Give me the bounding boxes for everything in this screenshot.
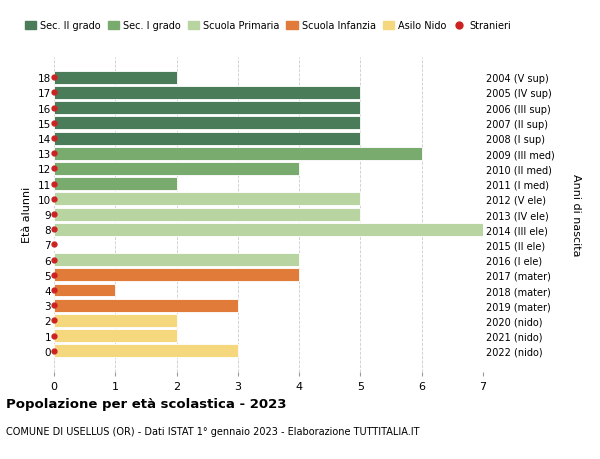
Bar: [54, 117, 361, 130]
Bar: [54, 223, 483, 236]
Bar: [54, 193, 361, 206]
Y-axis label: Età alunni: Età alunni: [22, 186, 32, 243]
Bar: [54, 178, 176, 190]
Bar: [54, 254, 299, 267]
Bar: [54, 269, 299, 282]
Legend: Sec. II grado, Sec. I grado, Scuola Primaria, Scuola Infanzia, Asilo Nido, Stran: Sec. II grado, Sec. I grado, Scuola Prim…: [25, 22, 511, 31]
Text: COMUNE DI USELLUS (OR) - Dati ISTAT 1° gennaio 2023 - Elaborazione TUTTITALIA.IT: COMUNE DI USELLUS (OR) - Dati ISTAT 1° g…: [6, 426, 419, 436]
Bar: [54, 147, 422, 160]
Bar: [54, 299, 238, 312]
Y-axis label: Anni di nascita: Anni di nascita: [571, 174, 581, 256]
Bar: [54, 314, 176, 327]
Bar: [54, 102, 361, 115]
Bar: [54, 284, 115, 297]
Bar: [54, 132, 361, 145]
Bar: [54, 208, 361, 221]
Bar: [54, 87, 361, 100]
Text: Popolazione per età scolastica - 2023: Popolazione per età scolastica - 2023: [6, 397, 287, 410]
Bar: [54, 162, 299, 175]
Bar: [54, 72, 176, 84]
Bar: [54, 345, 238, 358]
Bar: [54, 330, 176, 342]
